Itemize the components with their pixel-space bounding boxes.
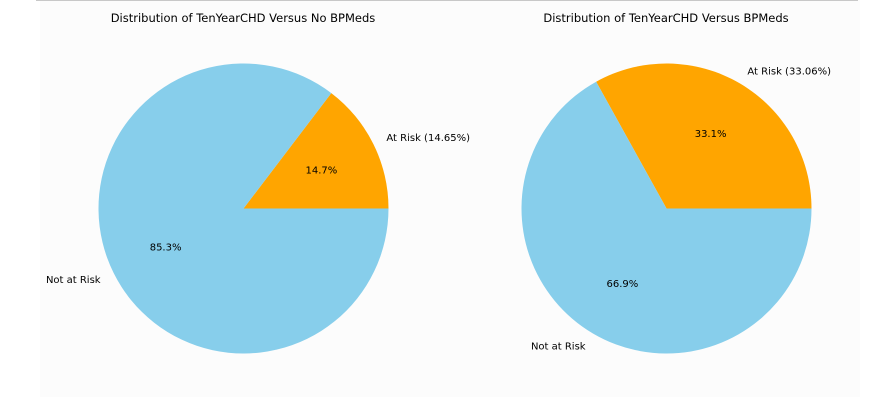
slice-percent-not-at-risk-bpmeds: 66.9% bbox=[607, 279, 639, 290]
pie-chart-bpmeds: At Risk (33.06%) 33.1% Not at Risk 66.9% bbox=[521, 63, 831, 354]
pie-slice-at-risk-no-bpmeds bbox=[243, 93, 389, 209]
slice-label-at-risk-no-bpmeds: At Risk (14.65%) bbox=[386, 133, 470, 144]
figure-top-border bbox=[36, 0, 858, 1]
slice-percent-at-risk-no-bpmeds: 14.7% bbox=[306, 165, 338, 176]
pie-slice-not-at-risk-no-bpmeds bbox=[98, 63, 389, 354]
pie-slice-not-at-risk-bpmeds bbox=[521, 81, 812, 354]
chart-title-no-bpmeds: Distribution of TenYearCHD Versus No BPM… bbox=[111, 11, 376, 25]
slice-label-not-at-risk-bpmeds: Not at Risk bbox=[531, 341, 586, 352]
pie-chart-no-bpmeds: At Risk (14.65%) 14.7% Not at Risk 85.3% bbox=[46, 63, 470, 354]
pie-slice-at-risk-bpmeds bbox=[596, 63, 812, 209]
slice-percent-not-at-risk-no-bpmeds: 85.3% bbox=[150, 243, 182, 254]
slice-percent-at-risk-bpmeds: 33.1% bbox=[695, 129, 727, 140]
chart-title-bpmeds: Distribution of TenYearCHD Versus BPMeds bbox=[543, 11, 788, 25]
slice-label-at-risk-bpmeds: At Risk (33.06%) bbox=[747, 67, 831, 78]
slice-label-not-at-risk-no-bpmeds: Not at Risk bbox=[46, 275, 101, 286]
